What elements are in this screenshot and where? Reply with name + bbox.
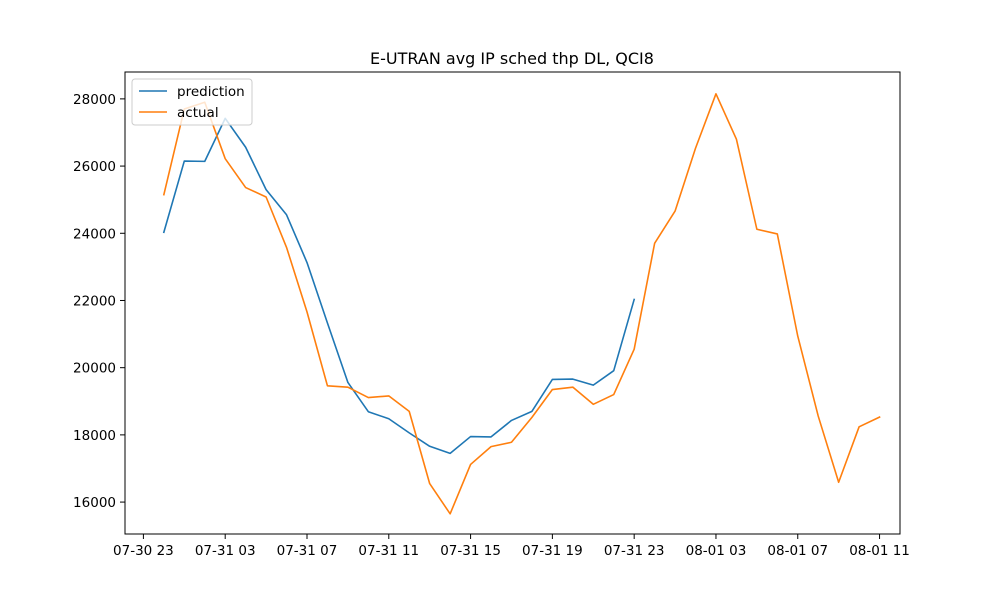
legend-label-prediction: prediction [177,84,245,100]
y-axis: 16000 18000 20000 22000 24000 26000 28000 [73,92,125,511]
x-tick-label: 07-30 23 [113,543,174,559]
series-line-prediction [162,117,636,455]
y-tick-label: 20000 [73,361,116,377]
series-layer [162,93,881,515]
x-axis: 07-30 23 07-31 03 07-31 07 07-31 11 07-31 15… [113,534,910,559]
y-tick-label: 28000 [73,92,116,108]
x-tick-label: 07-31 11 [358,543,419,559]
legend: prediction actual [131,78,253,126]
x-tick-label: 07-31 07 [277,543,338,559]
legend-label-actual: actual [177,105,219,121]
chart-title: E-UTRAN avg IP sched thp DL, QCI8 [370,49,654,68]
x-tick-label: 07-31 19 [522,543,583,559]
x-tick-label: 08-01 11 [849,543,910,559]
y-tick-label: 16000 [73,495,116,511]
y-tick-label: 22000 [73,293,116,309]
x-tick-label: 07-31 15 [440,543,501,559]
x-tick-label: 07-31 23 [604,543,665,559]
series-line-actual [162,93,881,515]
plot-frame [124,71,901,535]
y-tick-label: 24000 [73,226,116,242]
y-tick-label: 26000 [73,159,116,175]
x-tick-label: 08-01 03 [686,543,747,559]
x-tick-label: 08-01 07 [767,543,828,559]
x-tick-label: 07-31 03 [195,543,256,559]
y-tick-label: 18000 [73,428,116,444]
